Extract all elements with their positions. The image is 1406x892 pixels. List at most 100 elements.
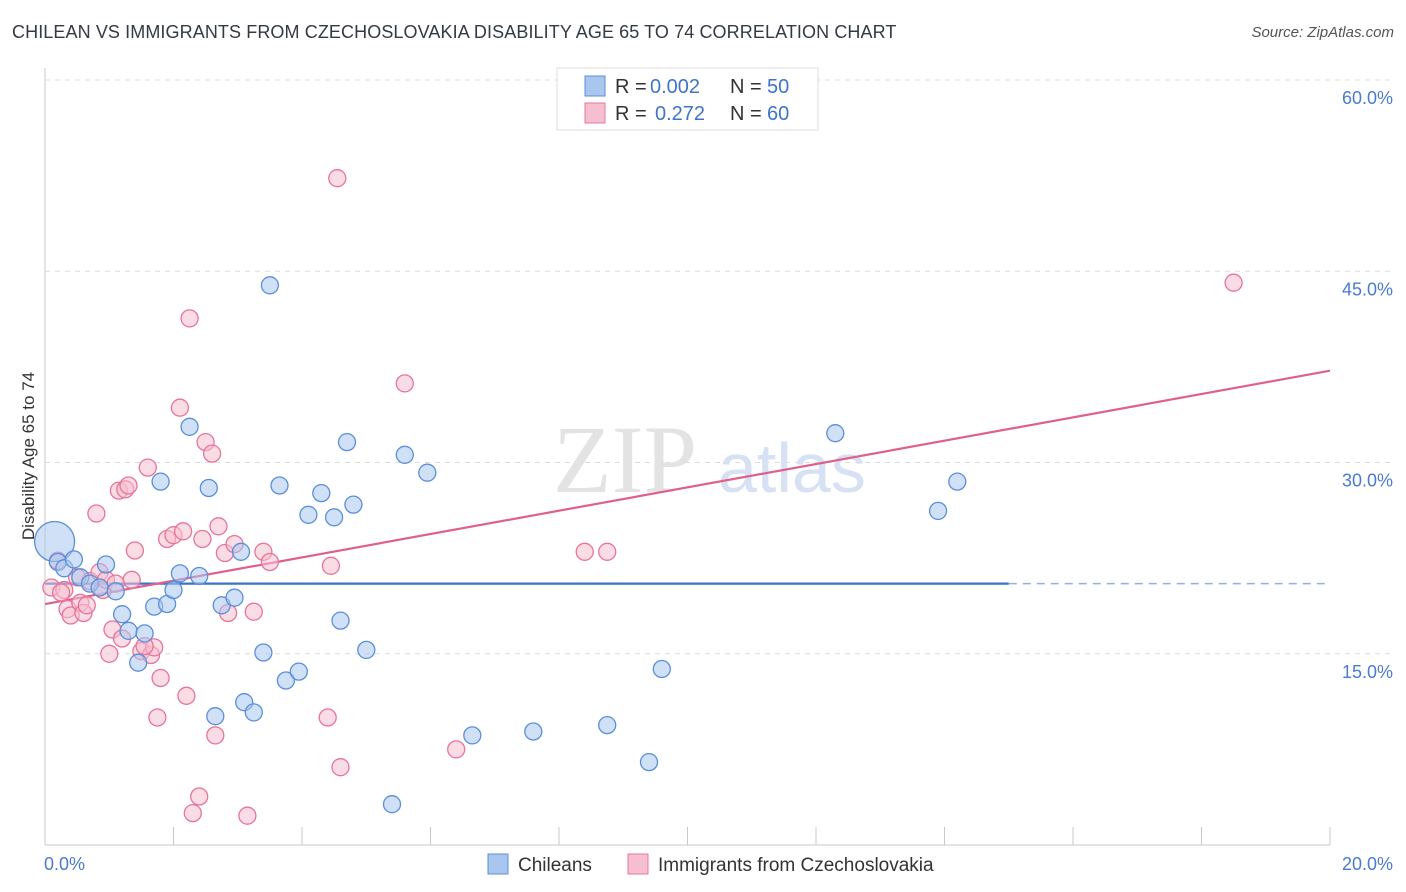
tick-labels: 15.0% 30.0% 45.0% 60.0% 0.0% 20.0%	[44, 88, 1393, 874]
chileans-point	[244, 703, 263, 722]
x-tick-label: 20.0%	[1342, 854, 1393, 874]
y-tick-label: 60.0%	[1342, 88, 1393, 108]
bottom-legend-swatch-chileans	[487, 853, 509, 875]
czech-point	[148, 708, 167, 727]
czech-point	[51, 583, 71, 602]
czech-trend-line	[44, 369, 1331, 606]
czech-point	[100, 644, 119, 663]
chileans-point	[112, 605, 132, 624]
chileans-point	[344, 495, 363, 514]
czech-point	[598, 542, 617, 561]
chileans-point	[524, 722, 543, 741]
czech-point	[1224, 273, 1243, 292]
chileans-point	[826, 424, 845, 443]
legend-r-value-1: 0.002	[650, 76, 700, 98]
chileans-point	[96, 555, 116, 574]
czech-point	[151, 668, 170, 688]
chileans-point	[270, 476, 289, 495]
czech-point	[202, 444, 222, 463]
legend-n-value-2: 60	[767, 103, 789, 125]
czech-point	[395, 374, 414, 393]
chileans-point	[106, 582, 125, 601]
legend-r-label-1: R =	[615, 76, 647, 98]
czech-point	[180, 309, 199, 328]
czech-point	[238, 806, 257, 825]
chileans-point	[276, 671, 296, 690]
y-tick-label: 45.0%	[1342, 279, 1393, 299]
czech-point	[244, 602, 263, 621]
czech-point	[177, 686, 196, 705]
y-tick-label: 15.0%	[1342, 662, 1393, 682]
chileans-point	[90, 578, 109, 597]
chileans-point	[463, 726, 482, 745]
chileans-point	[928, 501, 948, 521]
czech-point	[193, 529, 212, 549]
czech-point	[122, 570, 141, 589]
y-tick-label: 30.0%	[1342, 471, 1393, 491]
legend-swatch-czech	[584, 102, 606, 124]
chileans-point	[170, 564, 190, 583]
legend-r-label-2: R =	[615, 103, 647, 125]
chileans-point	[382, 795, 402, 814]
czech-point	[447, 740, 466, 759]
legend-r-value-2: 0.272	[655, 103, 705, 125]
source-label: Source: ZipAtlas.com	[1251, 24, 1394, 41]
chileans-point	[254, 643, 273, 662]
chileans-point	[151, 472, 170, 491]
watermark-zip: ZIP	[553, 406, 697, 513]
chileans-point	[289, 662, 308, 681]
chileans-point	[180, 417, 199, 436]
bottom-legend-label-czech: Immigrants from Czechoslovakia	[658, 855, 934, 876]
czech-point	[575, 542, 594, 561]
chileans-point	[260, 276, 280, 295]
watermark: ZIP atlas	[553, 406, 866, 513]
legend-n-value-1: 50	[767, 76, 789, 98]
czech-point	[170, 398, 190, 417]
czech-point	[321, 556, 341, 575]
czech-point	[125, 541, 145, 560]
chileans-point	[331, 611, 350, 630]
chileans-point	[324, 508, 344, 527]
chileans-point	[206, 707, 225, 726]
data-points	[33, 169, 1243, 825]
chileans-point	[337, 432, 357, 452]
chileans-point	[164, 580, 183, 600]
czech-point	[87, 504, 106, 523]
legend-n-label-2: N =	[730, 103, 762, 125]
legend-n-label-1: N =	[730, 76, 762, 98]
czech-point	[209, 517, 228, 536]
chileans-point	[190, 566, 209, 586]
chileans-point	[652, 659, 671, 679]
chileans-point	[418, 463, 437, 482]
bottom-legend: Chileans Immigrants from Czechoslovakia	[487, 853, 934, 876]
czech-point	[328, 169, 347, 188]
czech-point	[206, 726, 225, 745]
chileans-point	[598, 715, 617, 735]
czech-point	[173, 522, 193, 541]
chileans-point	[135, 624, 154, 643]
chileans-point	[119, 621, 138, 640]
czech-point	[260, 552, 280, 572]
czech-point	[183, 803, 202, 823]
chileans-point	[357, 640, 376, 660]
y-axis-label: Disability Age 65 to 74	[19, 372, 38, 540]
chileans-point	[129, 653, 148, 672]
chileans-point	[199, 478, 218, 498]
chileans-point	[395, 445, 414, 464]
chileans-point	[64, 550, 84, 569]
chileans-point	[948, 472, 967, 491]
chileans-point	[225, 588, 244, 607]
top-legend: R = 0.002 N = 50 R = 0.272 N = 60	[556, 67, 819, 131]
axes	[44, 68, 1331, 846]
legend-swatch-chileans	[584, 75, 606, 97]
x-tick-label: 0.0%	[44, 854, 85, 874]
czech-point	[331, 758, 350, 777]
chileans-point	[639, 752, 659, 772]
bottom-legend-label-chileans: Chileans	[518, 855, 592, 876]
chart-title: CHILEAN VS IMMIGRANTS FROM CZECHOSLOVAKI…	[12, 22, 897, 42]
czech-point	[190, 787, 209, 806]
chileans-point	[299, 505, 318, 524]
chileans-point	[312, 483, 331, 503]
czech-point	[77, 596, 96, 615]
